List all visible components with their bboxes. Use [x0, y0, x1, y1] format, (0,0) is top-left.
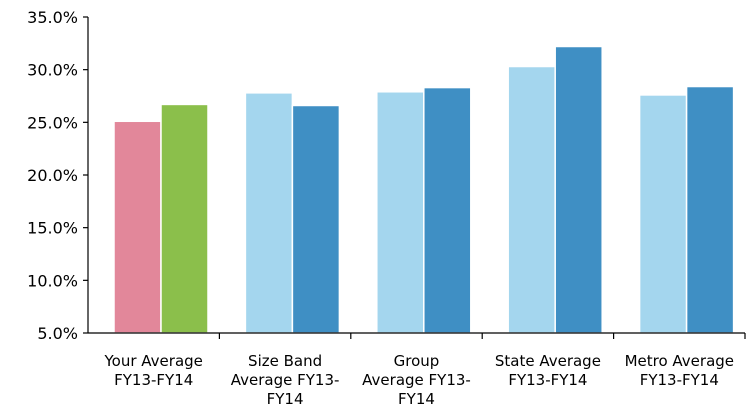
- x-category-label-line: Metro Average: [625, 352, 734, 370]
- bar: [638, 94, 688, 334]
- bar: [423, 86, 472, 334]
- bar: [291, 104, 341, 334]
- y-tick-label: 25.0%: [27, 113, 78, 132]
- bar: [244, 92, 294, 334]
- bar: [376, 91, 425, 334]
- y-tick-label: 10.0%: [27, 271, 78, 290]
- y-tick-label: 20.0%: [27, 166, 78, 185]
- x-category-label-line: Size Band: [248, 352, 322, 370]
- x-category-label: Metro Average FY13-FY14: [625, 352, 734, 389]
- y-tick-label: 35.0%: [27, 8, 78, 27]
- y-tick-label: 15.0%: [27, 219, 78, 238]
- x-category-label-line: FY13-FY14: [508, 371, 587, 389]
- x-category-label-line: FY13-FY14: [640, 371, 719, 389]
- x-category-label: Group Average FY13-FY14: [362, 352, 471, 408]
- bar: [554, 45, 603, 334]
- x-category-label-line: Group: [394, 352, 440, 370]
- x-category-label: Your Average FY13-FY14: [104, 352, 203, 389]
- x-category-label: State Average FY13-FY14: [495, 352, 601, 389]
- x-category-label-line: Average FY13-: [231, 371, 340, 389]
- x-category-label-line: Average FY13-: [362, 371, 471, 389]
- y-tick-label: 5.0%: [37, 324, 78, 343]
- bars: [113, 45, 735, 334]
- x-category-label: Size Band Average FY13-FY14: [231, 352, 340, 408]
- x-category-label-line: FY14: [398, 390, 435, 408]
- y-tick-label: 30.0%: [27, 61, 78, 80]
- bar: [507, 65, 556, 334]
- bar: [160, 103, 209, 334]
- x-category-label-line: State Average: [495, 352, 601, 370]
- bar: [113, 120, 162, 334]
- x-category-label-line: Your Average: [104, 352, 203, 370]
- bar: [685, 85, 735, 334]
- y-axis: 5.0% 10.0% 15.0% 20.0% 25.0% 30.0% 35.0%: [27, 8, 89, 343]
- x-category-label-line: FY14: [267, 390, 304, 408]
- x-category-label-line: FY13-FY14: [114, 371, 193, 389]
